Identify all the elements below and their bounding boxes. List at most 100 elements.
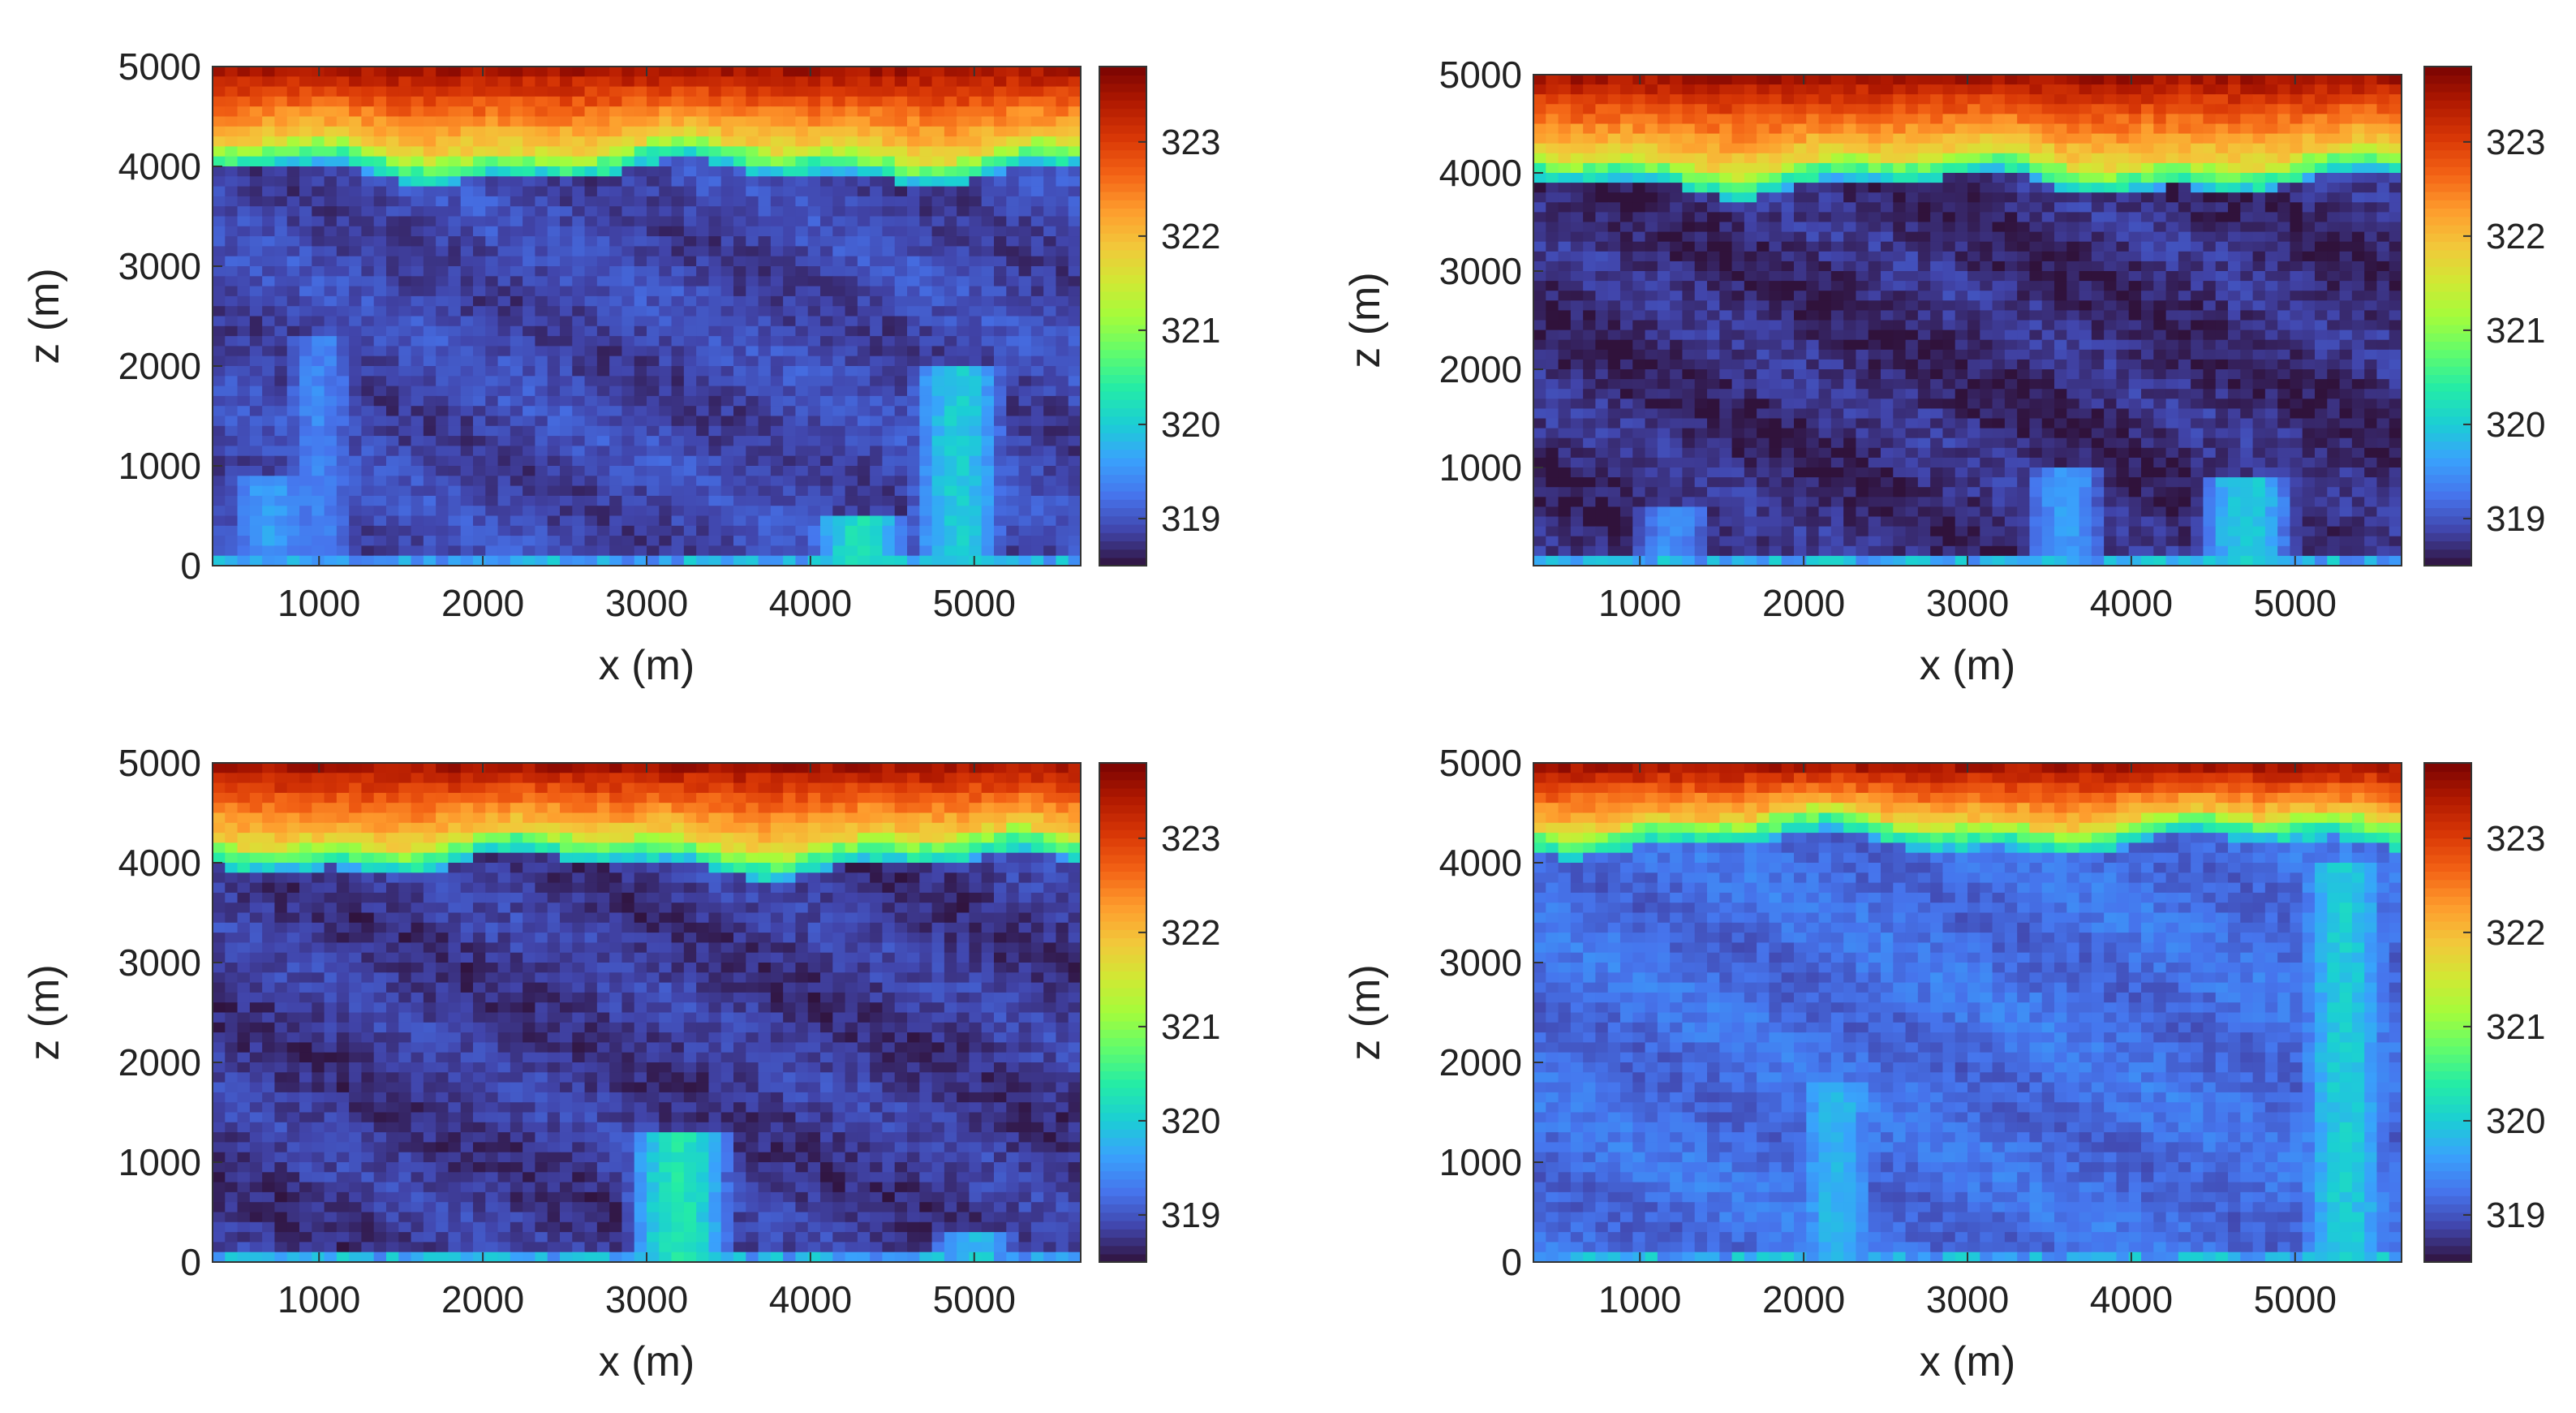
field-cell [931,295,945,307]
field-cell [683,86,697,97]
field-cell [1992,114,2006,125]
field-cell [547,336,561,347]
field-cell [2017,222,2031,233]
field-cell [1694,153,1708,164]
field-cell [1018,246,1032,257]
field-cell [1657,143,1671,154]
field-cell [832,146,846,157]
field-cell [919,355,933,367]
field-cell [1707,241,1720,252]
field-cell [647,406,660,417]
field-cell [2104,104,2118,114]
field-cell [460,336,474,347]
field-cell [931,446,945,457]
field-cell [609,246,623,257]
field-cell [621,276,635,287]
field-cell [832,466,846,476]
field-cell [373,276,387,287]
field-cell [1018,306,1032,317]
field-cell [1558,251,1572,262]
field-cell [572,67,586,77]
field-cell [1781,231,1795,243]
field-cell [2302,94,2316,105]
field-cell [547,446,561,457]
field-cell [1533,104,1546,114]
field-cell [1068,67,1081,77]
field-cell [1682,133,1696,144]
field-cell [1682,173,1696,183]
field-cell [2054,94,2067,105]
field-cell [994,446,1007,457]
field-cell [1806,75,1820,85]
field-cell [274,376,288,387]
field-cell [2264,143,2278,154]
field-cell [671,106,685,118]
field-cell [1967,183,1980,193]
field-cell [386,186,399,197]
field-cell [696,276,710,287]
field-cell [1830,162,1844,174]
field-cell [1893,251,1907,262]
field-cell [1068,256,1081,267]
field-cell [286,485,300,497]
field-cell [746,515,759,527]
field-cell [770,96,784,107]
field-cell [746,466,759,476]
field-cell [361,206,375,218]
field-cell [373,146,387,157]
field-cell [560,136,573,147]
field-cell [1893,241,1907,252]
field-cell [820,136,833,147]
field-cell [225,555,239,566]
field-cell [1068,116,1081,127]
field-cell [2228,183,2241,193]
field-cell [213,476,226,487]
field-cell [1881,162,1894,174]
field-cell [770,336,784,347]
field-cell [324,436,338,446]
field-cell [1806,212,1820,223]
field-cell [870,425,884,437]
field-cell [1068,425,1081,437]
field-cell [584,236,598,247]
field-cell [708,136,722,147]
field-cell [1583,212,1597,223]
field-cell [2178,143,2191,154]
field-cell [1018,186,1032,197]
field-cell [634,366,647,377]
field-cell [1856,261,1869,272]
field-cell [560,86,573,97]
field-cell [2339,123,2353,135]
field-cell [2017,183,2031,193]
field-cell [2228,104,2241,114]
field-cell [373,466,387,476]
field-cell [2141,133,2154,144]
field-cell [845,386,858,397]
field-cell [1843,94,1857,105]
field-cell [249,126,263,137]
field-cell [820,545,833,557]
field-cell [1881,153,1894,164]
field-cell [870,545,884,557]
field-cell [584,176,598,187]
field-cell [423,176,437,187]
field-cell [870,416,884,427]
field-cell [1818,212,1832,223]
field-cell [1632,94,1646,105]
field-cell [2091,192,2105,203]
field-cell [2178,123,2191,135]
field-cell [1868,162,1881,174]
field-cell [1030,386,1044,397]
field-cell [336,286,350,297]
field-cell [659,67,673,77]
field-cell [1006,455,1020,467]
field-cell [969,276,983,287]
field-cell [274,436,288,446]
field-cell [746,506,759,517]
field-cell [783,386,797,397]
field-cell [2141,84,2154,95]
field-cell [2252,202,2266,213]
field-cell [373,376,387,387]
field-cell [957,86,970,97]
field-cell [659,416,673,427]
